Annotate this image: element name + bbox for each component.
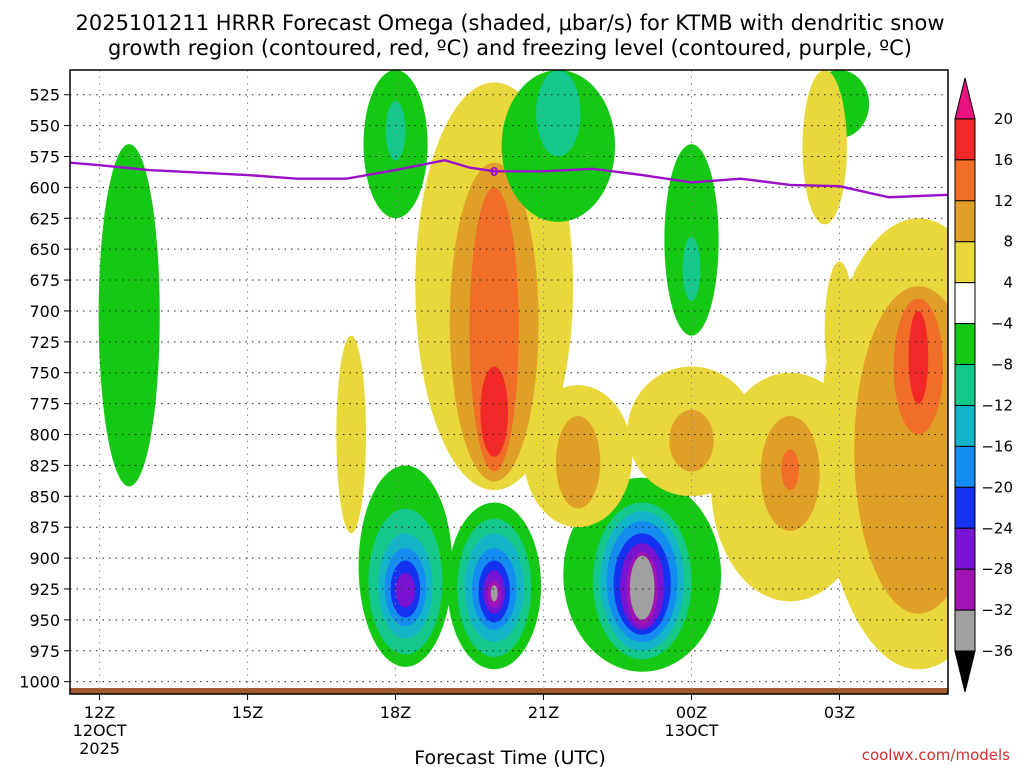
x-tick-year-12Z: 2025 [79,739,120,758]
colorbar-band-1 [954,118,976,161]
x-tick-label-12Z: 12Z [84,703,115,722]
omega-layer-8 [555,415,601,509]
colorbar-band-4 [954,241,976,284]
y-tick-label-600: 600 [29,178,60,197]
omega-feature-upward-18z-core [385,100,406,161]
colorbar-band-3 [954,200,976,243]
colorbar-band-8 [954,404,976,447]
colorbar-band-11 [954,527,976,570]
omega-feature-downward-1630z [336,335,366,534]
colorbar-band-9 [954,445,976,488]
x-tick-label-21Z: 21Z [528,703,559,722]
y-tick-label-775: 775 [29,395,60,414]
omega-feature-upward-core-19z [358,465,453,667]
colorbar-band-5 [954,282,976,325]
y-tick-label-525: 525 [29,86,60,105]
x-tick-label-03Z: 03Z [824,703,855,722]
colorbar-band-6 [954,323,976,366]
omega-layer-12 [781,449,800,491]
y-tick-label-675: 675 [29,271,60,290]
y-tick-label-575: 575 [29,147,60,166]
colorbar-band-2 [954,159,976,202]
colorbar-label-4: 4 [1003,274,1013,292]
credit-text: coolwx.com/models [862,746,1010,764]
colorbar-label-13: −36 [981,642,1013,660]
y-tick-label-725: 725 [29,333,60,352]
y-tick-label-800: 800 [29,426,60,445]
omega-layer-16 [480,366,509,457]
x-tick-date-00Z: 13OCT [665,721,719,740]
y-tick-label-550: 550 [29,117,60,136]
colorbar-band-13 [954,609,976,652]
x-tick-label-15Z: 15Z [232,703,263,722]
omega-feature-upward-core-20z [447,502,542,670]
colorbar-label-3: 8 [1003,233,1013,251]
omega-layer-16 [908,310,929,404]
omega-layer--36 [629,555,655,620]
colorbar-label-5: −4 [991,315,1013,333]
y-tick-label-925: 925 [29,580,60,599]
y-tick-label-900: 900 [29,549,60,568]
omega-feature-upward-12z-mid [98,144,160,487]
colorbar-label-1: 16 [994,151,1013,169]
freezing-level-label: 0 [490,165,498,179]
omega-shading [98,70,948,672]
omega-feature-downward-2145z [523,385,633,528]
chart-title-line2: growth region (contoured, red, ºC) and f… [108,36,912,60]
colorbar-band-bottom [954,650,976,693]
y-tick-label-700: 700 [29,302,60,321]
y-tick-label-850: 850 [29,487,60,506]
chart-title-line1: 2025101211 HRRR Forecast Omega (shaded, … [75,11,944,35]
pressure-axis: 525 550 575 600 625 650 675 700 725 750 775 800 825 8… [19,86,70,692]
x-tick-date-12Z: 12OCT [73,721,127,740]
y-tick-label-650: 650 [29,240,60,259]
colorbar-label-7: −12 [981,396,1013,414]
colorbar-label-9: −20 [981,478,1013,496]
omega-feature-downward-0230z-aloft [802,70,847,225]
x-tick-label-00Z: 00Z [676,703,707,722]
plot-frame [69,69,949,695]
colorbar-label-8: −16 [981,437,1013,455]
y-tick-label-625: 625 [29,209,60,228]
colorbar-band-10 [954,486,976,529]
y-tick-label-975: 975 [29,642,60,661]
omega-feature-upward-core-2230z [563,477,722,672]
omega-feature-downward-0300z-band [824,261,855,398]
y-tick-label-825: 825 [29,456,60,475]
freezing-level-line [70,158,948,199]
colorbar-label-11: −28 [981,560,1013,578]
colorbar-band-top [954,77,976,120]
omega-feature-upward-21z-core [536,70,581,157]
y-tick-label-750: 750 [29,364,60,383]
y-tick-label-950: 950 [29,611,60,630]
colorbar-label-12: −32 [981,601,1013,619]
surface-ground-strip [70,688,948,694]
colorbar-label-6: −8 [991,356,1013,374]
colorbar-label-0: 20 [994,110,1013,128]
y-tick-label-875: 875 [29,518,60,537]
omega-layer--36 [490,585,498,602]
colorbar: 20 16 12 8 4 −4 −8 −12 −16 −20 −24 −28 −32 −36 [954,77,1013,693]
colorbar-label-2: 12 [994,192,1013,210]
omega-layer--28 [395,572,416,608]
x-tick-label-18Z: 18Z [380,703,411,722]
omega-feature-upward-00z-core [682,236,701,302]
freezing-level-contour: 0 [70,158,948,199]
x-axis-label: Forecast Time (UTC) [414,747,605,768]
colorbar-band-7 [954,364,976,406]
y-tick-label-1000: 1000 [19,673,60,692]
colorbar-label-10: −24 [981,519,1013,537]
colorbar-band-12 [954,568,976,611]
